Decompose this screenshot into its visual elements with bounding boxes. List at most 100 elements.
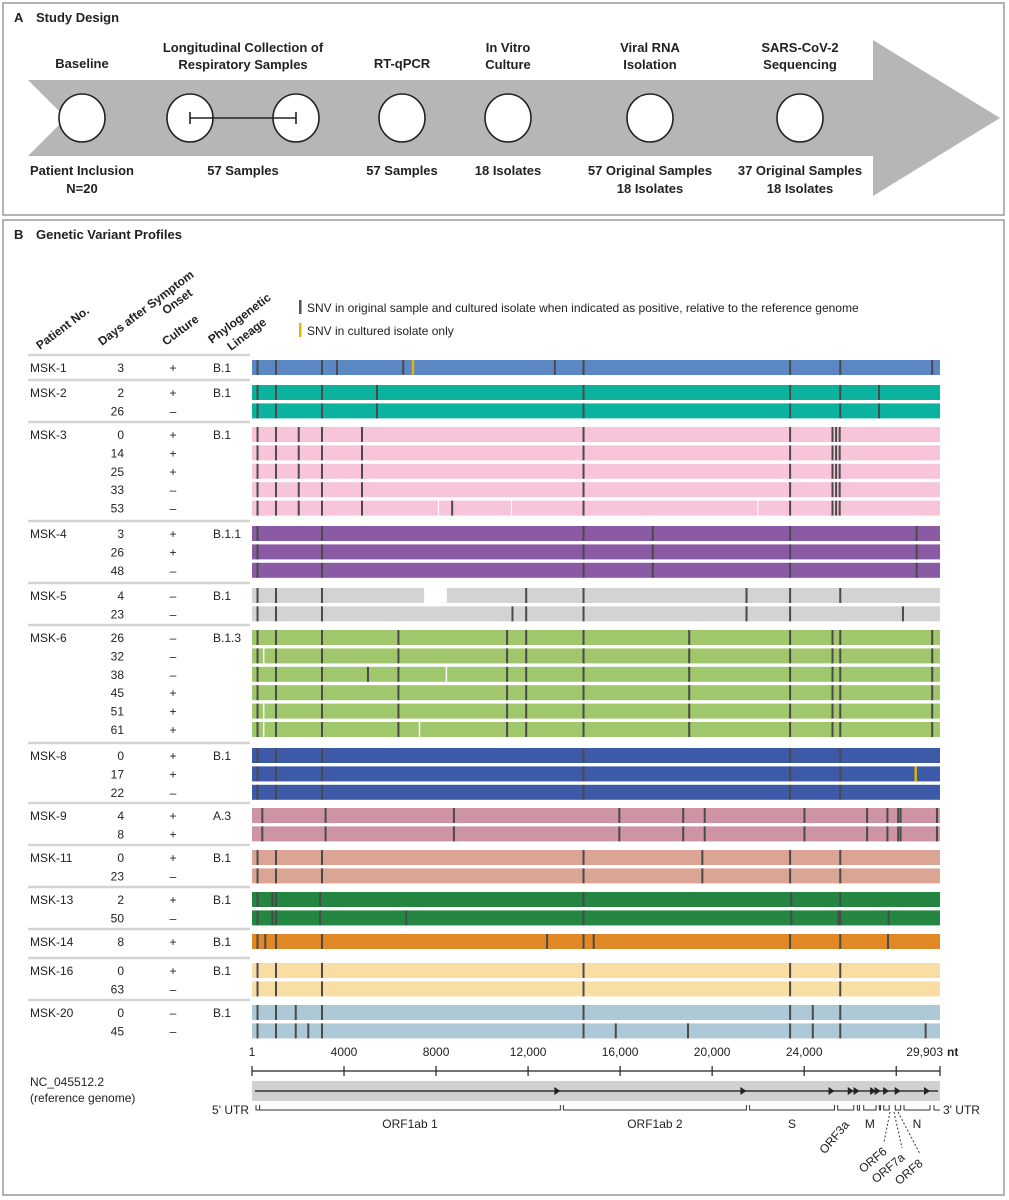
snv-mark <box>835 463 838 479</box>
snv-mark <box>275 722 278 737</box>
snv-mark <box>789 1005 792 1020</box>
snv-mark <box>506 648 509 664</box>
snv-mark <box>811 1023 814 1039</box>
snv-mark <box>582 748 585 763</box>
days-after-onset: 3 <box>117 527 124 541</box>
days-after-onset: 14 <box>111 446 125 460</box>
snv-mark <box>789 1023 792 1039</box>
study-step: Longitudinal Collection of Respiratory Sa… <box>163 40 324 178</box>
sample-row: 0 + <box>117 850 940 865</box>
genome-bar <box>252 766 940 782</box>
snv-mark <box>924 1023 927 1039</box>
culture-result: + <box>169 749 176 763</box>
lineage: B.1 <box>213 386 231 400</box>
study-step: Viral RNA Isolation 57 Original Samples 18 … <box>588 40 712 196</box>
snv-mark <box>275 766 278 782</box>
snv-mark <box>582 544 585 560</box>
days-after-onset: 25 <box>111 465 125 479</box>
panel-a-label: A <box>14 10 24 25</box>
coverage-gap <box>263 703 265 720</box>
snv-mark <box>320 403 323 419</box>
snv-mark <box>789 526 792 541</box>
snv-mark <box>651 526 654 541</box>
snv-mark <box>703 808 706 823</box>
snv-mark <box>256 500 259 516</box>
patient-id: MSK-11 <box>30 851 73 865</box>
snv-mark <box>688 630 691 645</box>
snv-mark <box>525 703 528 719</box>
lineage: B.1 <box>213 851 231 865</box>
snv-mark <box>789 981 792 997</box>
snv-mark <box>582 385 585 400</box>
snv-mark <box>899 826 902 842</box>
snv-mark <box>618 826 621 842</box>
culture-result: – <box>170 649 177 663</box>
snv-mark <box>582 526 585 541</box>
days-after-onset: 23 <box>111 607 125 621</box>
snv-mark <box>831 427 834 442</box>
snv-mark <box>271 910 274 926</box>
snv-mark <box>831 482 834 498</box>
snv-mark <box>320 427 323 442</box>
days-after-onset: 63 <box>111 982 125 996</box>
lineage: B.1 <box>213 935 231 949</box>
snv-mark <box>866 826 869 842</box>
snv-mark <box>256 360 259 375</box>
snv-mark <box>915 544 918 560</box>
snv-mark <box>789 934 792 949</box>
snv-mark <box>256 403 259 419</box>
step-circle-icon <box>776 93 824 143</box>
snv-mark <box>789 482 792 498</box>
culture-result: + <box>169 465 176 479</box>
sample-row: 38 – <box>111 666 940 683</box>
gene: ORF1ab 1 <box>259 1087 561 1131</box>
snv-mark <box>582 685 585 701</box>
genome-bar <box>252 685 940 701</box>
step-title: RT-qPCR <box>374 56 431 71</box>
snv-mark <box>682 808 685 823</box>
snv-mark <box>839 648 842 664</box>
days-after-onset: 0 <box>117 749 124 763</box>
snv-mark <box>614 1023 617 1039</box>
study-step: In Vitro Culture 18 Isolates <box>475 40 542 178</box>
sample-row: 51 + <box>111 703 940 720</box>
genome-bar <box>252 868 940 884</box>
snv-mark <box>789 500 792 516</box>
patient-id: MSK-5 <box>30 589 67 603</box>
genome-bar <box>252 850 940 865</box>
snv-mark <box>839 403 842 419</box>
sample-row: 26 – <box>111 630 940 645</box>
snv-mark <box>256 630 259 645</box>
snv-mark <box>256 850 259 865</box>
snv-mark <box>256 385 259 400</box>
snv-mark <box>839 981 842 997</box>
sample-row: 8 + <box>117 934 940 949</box>
gene: ORF1ab 2 <box>562 1087 747 1131</box>
culture-result: – <box>170 404 177 418</box>
snv-mark <box>256 606 259 622</box>
snv-mark <box>275 606 278 622</box>
snv-mark <box>789 403 792 419</box>
snv-mark <box>592 934 595 949</box>
snv-mark <box>256 463 259 479</box>
patient-group: MSK-16 B.10 +63– <box>28 956 940 997</box>
axis-tick-label: 24,000 <box>786 1045 823 1059</box>
genome-bar <box>252 463 940 479</box>
snv-mark <box>525 666 528 682</box>
snv-mark <box>275 963 278 978</box>
snv-mark <box>835 482 838 498</box>
panel-b-label: B <box>14 227 23 242</box>
genome-bar <box>252 403 940 419</box>
snv-mark <box>320 544 323 560</box>
genome-bar <box>252 748 940 763</box>
step-title: Culture <box>485 57 531 72</box>
utr3-label: 3' UTR <box>943 1103 980 1117</box>
snv-mark <box>839 784 842 800</box>
snv-mark <box>887 910 890 926</box>
snv-mark <box>790 892 793 907</box>
culture-result: + <box>169 827 176 841</box>
snv-mark <box>397 722 400 737</box>
genome-bar <box>252 385 940 400</box>
sample-row: 14 + <box>111 445 940 461</box>
snv-mark <box>688 722 691 737</box>
